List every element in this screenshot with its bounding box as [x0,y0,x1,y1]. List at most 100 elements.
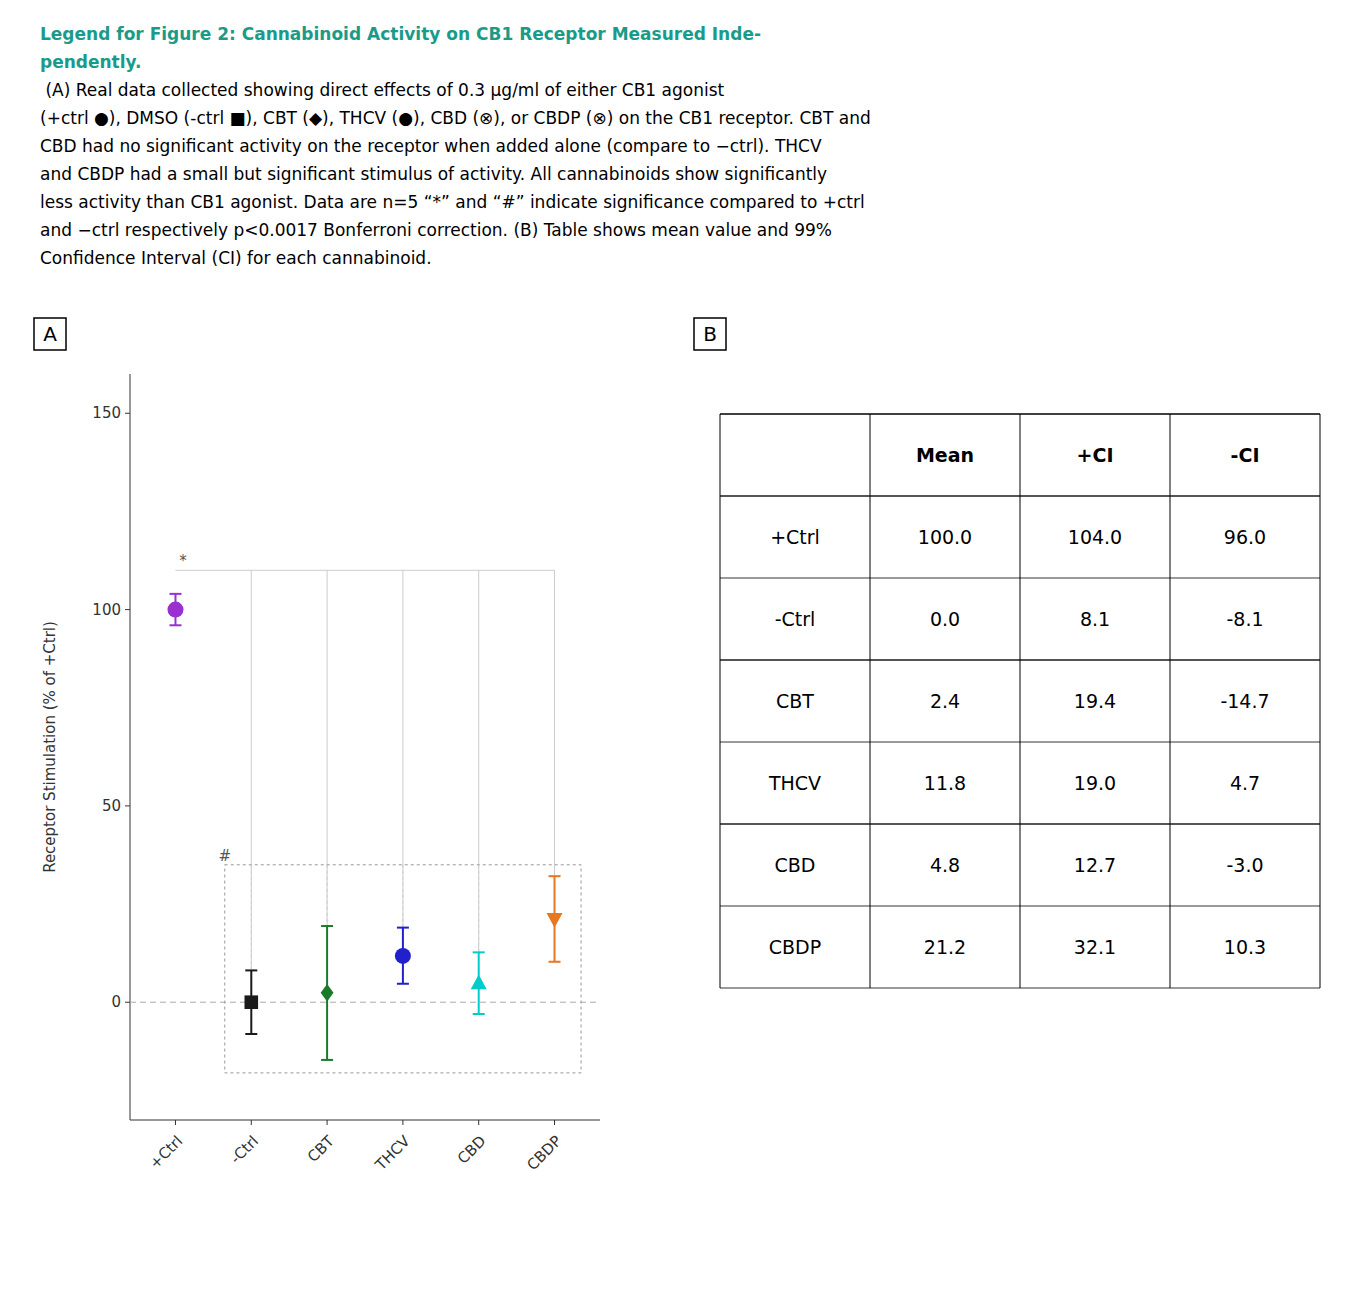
error-bar [321,926,333,1060]
caption-line: less activity than CB1 agonist. Data are… [40,192,865,212]
error-bar-cap [321,1059,333,1061]
table-rule [870,414,871,988]
y-axis-label: Receptor Stimulation (% of +Ctrl) [41,621,59,873]
error-bar-cap [473,951,485,953]
y-tick [125,805,130,806]
error-bar-cap [549,961,561,963]
panel-label-frame [694,318,726,350]
table-cell: -3.0 [1226,854,1263,876]
table-cell: 19.4 [1074,690,1116,712]
table-row-label: THCV [768,772,821,794]
dotted-connector [478,865,479,953]
error-bar-cap [473,1013,485,1015]
y-tick [125,609,130,610]
y-tick-label: 50 [102,797,121,815]
table-cell: 32.1 [1074,936,1116,958]
x-tick [402,1120,403,1125]
x-tick [251,1120,252,1125]
y-tick-label: 150 [92,404,121,422]
panel-label: B [703,322,717,346]
error-bar-cap [397,983,409,985]
table-cell: -8.1 [1226,608,1263,630]
caption-line: and CBDP had a small but significant sti… [40,164,827,184]
marker [395,948,411,964]
connector-line [327,570,328,926]
table-row-label: CBD [775,854,816,876]
annotation: * [179,552,187,570]
error-bar-cap [169,593,181,595]
table-cell: 0.0 [930,608,960,630]
x-tick-label: -Ctrl [227,1132,262,1167]
marker [167,602,183,618]
x-tick-label: CBT [304,1131,338,1165]
marker [547,913,563,928]
table-row-label: CBT [776,690,814,712]
table-cell: 100.0 [918,526,972,548]
table-rule [1020,414,1021,988]
table-row-label: CBDP [769,936,821,958]
error-bar-cap [321,925,333,927]
caption-line: (+ctrl ●), DMSO (-ctrl ■), CBT (◆), THCV… [40,108,871,128]
connector-line [554,570,555,876]
marker [471,975,487,990]
table-cell: 21.2 [924,936,966,958]
table-cell: 12.7 [1074,854,1116,876]
table: Mean +CI -CI +Ctrl 100.0 104.0 96.0 -Ctrl 0.0 8.1… [720,414,1320,988]
dotted-connector [402,865,403,928]
y-tick [125,413,130,414]
dotted-connector [554,865,555,876]
table-cell: 11.8 [924,772,966,794]
table-header: -CI [1231,444,1260,466]
table-rule [1320,414,1321,988]
marker [244,995,258,1009]
table-rule [720,414,721,988]
annotation: # [218,847,231,865]
table-cell: 4.7 [1230,772,1260,794]
x-tick [478,1120,479,1125]
dotted-connector [251,865,252,971]
table-cell: 96.0 [1224,526,1266,548]
x-tick [554,1120,555,1125]
caption-line: CBD had no significant activity on the r… [40,136,822,156]
panel-label-frame [34,318,66,350]
figure: Legend for Figure 2: Cannabinoid Activit… [0,0,1366,1309]
axes: 0 50 100 150 +Ctrl -Ctrl CBT THCV CBD CBDP Recepto… [41,374,600,1175]
title: pendently. [40,52,142,72]
error-bar-cap [397,927,409,929]
panel-label-box: A [34,318,66,350]
x-tick [175,1120,176,1125]
error-bar-cap [169,624,181,626]
table-cell: 104.0 [1068,526,1122,548]
table-cell: 8.1 [1080,608,1110,630]
connector-line [251,570,252,970]
dotted-connector [327,865,328,926]
table-header: +CI [1077,444,1114,466]
x-tick-label: THCV [371,1132,414,1175]
marker [321,984,334,1002]
connector-line [402,570,403,927]
dotted-box [225,865,581,1073]
panel-label-box: B [694,318,726,350]
x-tick [327,1120,328,1125]
table-header: Mean [916,444,974,466]
table-cell: 2.4 [930,690,960,712]
y-tick-label: 100 [92,601,121,619]
table-row-label: +Ctrl [770,526,820,548]
table-rule [1170,414,1171,988]
y-tick [125,1002,130,1003]
table-row-label: -Ctrl [775,608,816,630]
y-tick-label: 0 [111,993,121,1011]
background [0,0,1366,1309]
table-cell: 19.0 [1074,772,1116,794]
x-axis-line [130,1120,600,1121]
panel-label: A [43,322,57,346]
error-bar-cap [245,969,257,971]
table-cell: -14.7 [1220,690,1269,712]
x-tick-label: CBD [454,1132,490,1168]
y-axis-line [130,374,131,1120]
title: Legend for Figure 2: Cannabinoid Activit… [40,24,761,44]
x-tick-label: +Ctrl [146,1132,186,1172]
x-tick-label: CBDP [523,1132,565,1174]
plot-area [130,570,600,1073]
caption-line: and −ctrl respectively p<0.0017 Bonferro… [40,220,832,240]
